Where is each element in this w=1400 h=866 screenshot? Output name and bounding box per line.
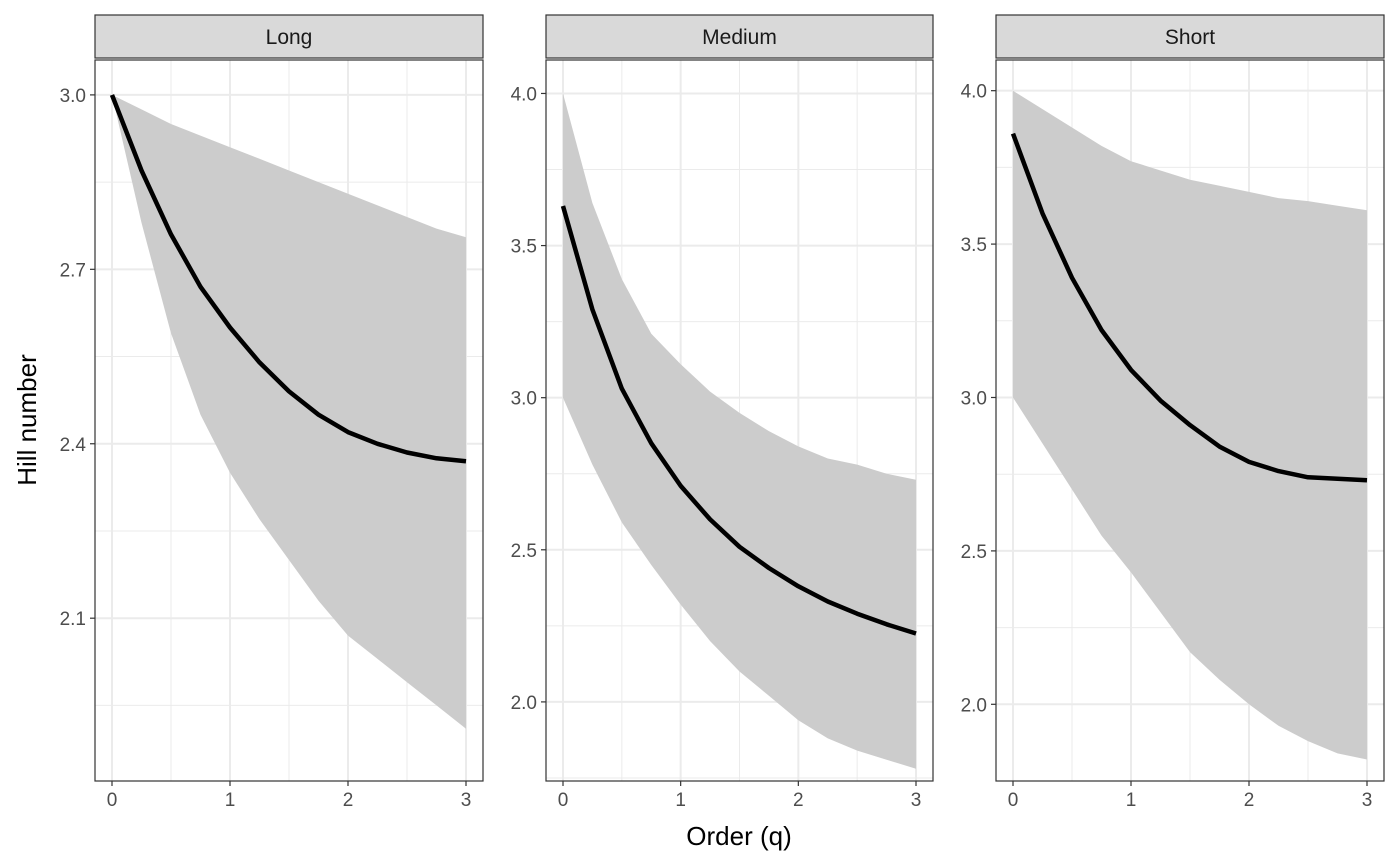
- y-tick-label: 2.4: [60, 435, 87, 456]
- confidence-ribbon: [112, 94, 466, 729]
- facet-strip: [545, 14, 934, 59]
- x-tick-label: 0: [107, 790, 118, 811]
- facet-strip: [995, 14, 1385, 59]
- x-tick-label: 2: [343, 790, 354, 811]
- y-tick-label: 3.5: [511, 237, 537, 258]
- facet-strip-label: Long: [266, 26, 313, 49]
- hill-number-line: [560, 205, 917, 636]
- y-tick-label: 3.5: [961, 235, 987, 256]
- panel-border: [94, 59, 484, 782]
- x-tick-label: 3: [461, 790, 472, 811]
- y-tick-label: 4.0: [961, 82, 987, 103]
- x-tick-label: 1: [1126, 790, 1137, 811]
- hill-number-line: [109, 94, 467, 464]
- y-tick-label: 2.0: [961, 695, 987, 716]
- y-tick-label: 2.0: [511, 693, 537, 714]
- y-tick-label: 3.0: [511, 389, 537, 410]
- y-tick-label: 2.1: [60, 609, 86, 630]
- y-tick-label: 2.7: [60, 260, 86, 281]
- panels-layer: Long 3.0 2.7 2.4 2.1 0 1 2 3 Medium 4.0 3.5 3.0 2.5 2.…: [60, 14, 1385, 811]
- x-tick-label: 2: [1244, 790, 1255, 811]
- y-tick-label: 2.5: [961, 542, 987, 563]
- facet-strip-label: Medium: [702, 26, 777, 49]
- y-axis-title: Hill number: [12, 354, 42, 486]
- panel-short: Short 4.0 3.5 3.0 2.5 2.0 0 1 2 3: [961, 14, 1385, 811]
- y-tick-label: 3.0: [60, 86, 86, 107]
- x-tick-label: 0: [558, 790, 569, 811]
- x-axis-title: Order (q): [686, 821, 791, 851]
- facet-strip-label: Short: [1165, 26, 1215, 49]
- x-tick-label: 1: [675, 790, 686, 811]
- y-tick-label: 2.5: [511, 541, 537, 562]
- panel-border: [545, 59, 934, 782]
- y-tick-label: 4.0: [511, 84, 537, 105]
- y-tick-label: 3.0: [961, 388, 987, 409]
- x-tick-label: 3: [911, 790, 922, 811]
- x-tick-label: 2: [793, 790, 804, 811]
- facet-strip: [94, 14, 484, 59]
- panel-long: Long 3.0 2.7 2.4 2.1 0 1 2 3: [60, 14, 484, 811]
- x-tick-label: 0: [1008, 790, 1019, 811]
- hill-number-line: [1010, 132, 1368, 483]
- panel-medium: Medium 4.0 3.5 3.0 2.5 2.0 0 1 2 3: [511, 14, 934, 811]
- x-tick-label: 1: [225, 790, 236, 811]
- x-tick-label: 3: [1362, 790, 1373, 811]
- panel-border: [995, 59, 1385, 782]
